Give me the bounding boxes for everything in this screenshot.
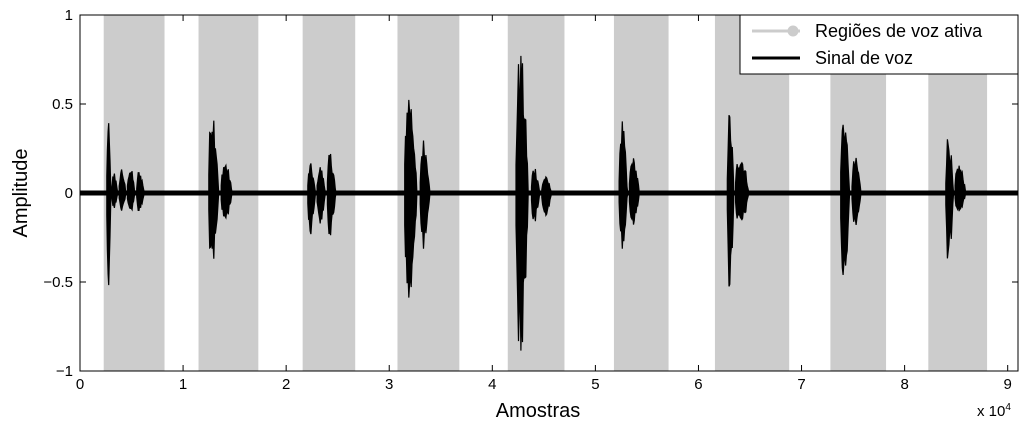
x-tick-label: 8 (900, 376, 908, 393)
legend-box (739, 14, 1019, 75)
voice-signal-series (80, 55, 1018, 351)
y-tick-label: 1 (65, 7, 73, 24)
y-axis-label: Amplitude (10, 149, 32, 238)
x-axis-label: Amostras (496, 400, 580, 421)
x-scale-exponent: 4 (1005, 402, 1011, 413)
y-tick-label: −0.5 (43, 274, 73, 291)
x-tick-label: 5 (591, 376, 599, 393)
x-tick-label: 0 (76, 376, 84, 393)
signal-burst-12 (419, 140, 433, 249)
x-tick-label: 3 (385, 376, 393, 393)
x-tick-label: 9 (1004, 376, 1012, 393)
signal-burst-23 (954, 165, 969, 212)
signal-burst-17 (628, 158, 642, 225)
x-tick-label: 4 (488, 376, 496, 393)
signal-burst-21 (851, 157, 864, 225)
y-tick-label: −1 (56, 363, 73, 380)
signal-burst-10 (326, 153, 338, 236)
legend-label-active-regions: Regiões de voz ativa (815, 21, 983, 41)
x-tick-label: 2 (282, 376, 290, 393)
signal-burst-5 (136, 172, 146, 211)
y-tick-label: 0 (65, 185, 73, 202)
y-tick-label: 0.5 (52, 96, 73, 113)
signal-burst-15 (541, 175, 555, 218)
signal-burst-19 (735, 161, 753, 221)
x-tick-label: 7 (797, 376, 805, 393)
legend-label-voice-signal: Sinal de voz (815, 48, 913, 68)
axis-ticks: 0 1 2 3 4 5 6 7 8 9 −1 −0.5 0 0.5 1 (43, 7, 1018, 393)
x-tick-label: 1 (179, 376, 187, 393)
signal-burst-7 (220, 163, 235, 220)
legend-marker-active-regions (787, 25, 799, 37)
x-tick-label: 6 (694, 376, 702, 393)
x-scale-label: x 10 (977, 403, 1005, 420)
x-scale-factor: x 104 (977, 402, 1011, 420)
legend: Regiões de voz ativa Sinal de voz (739, 14, 1019, 75)
